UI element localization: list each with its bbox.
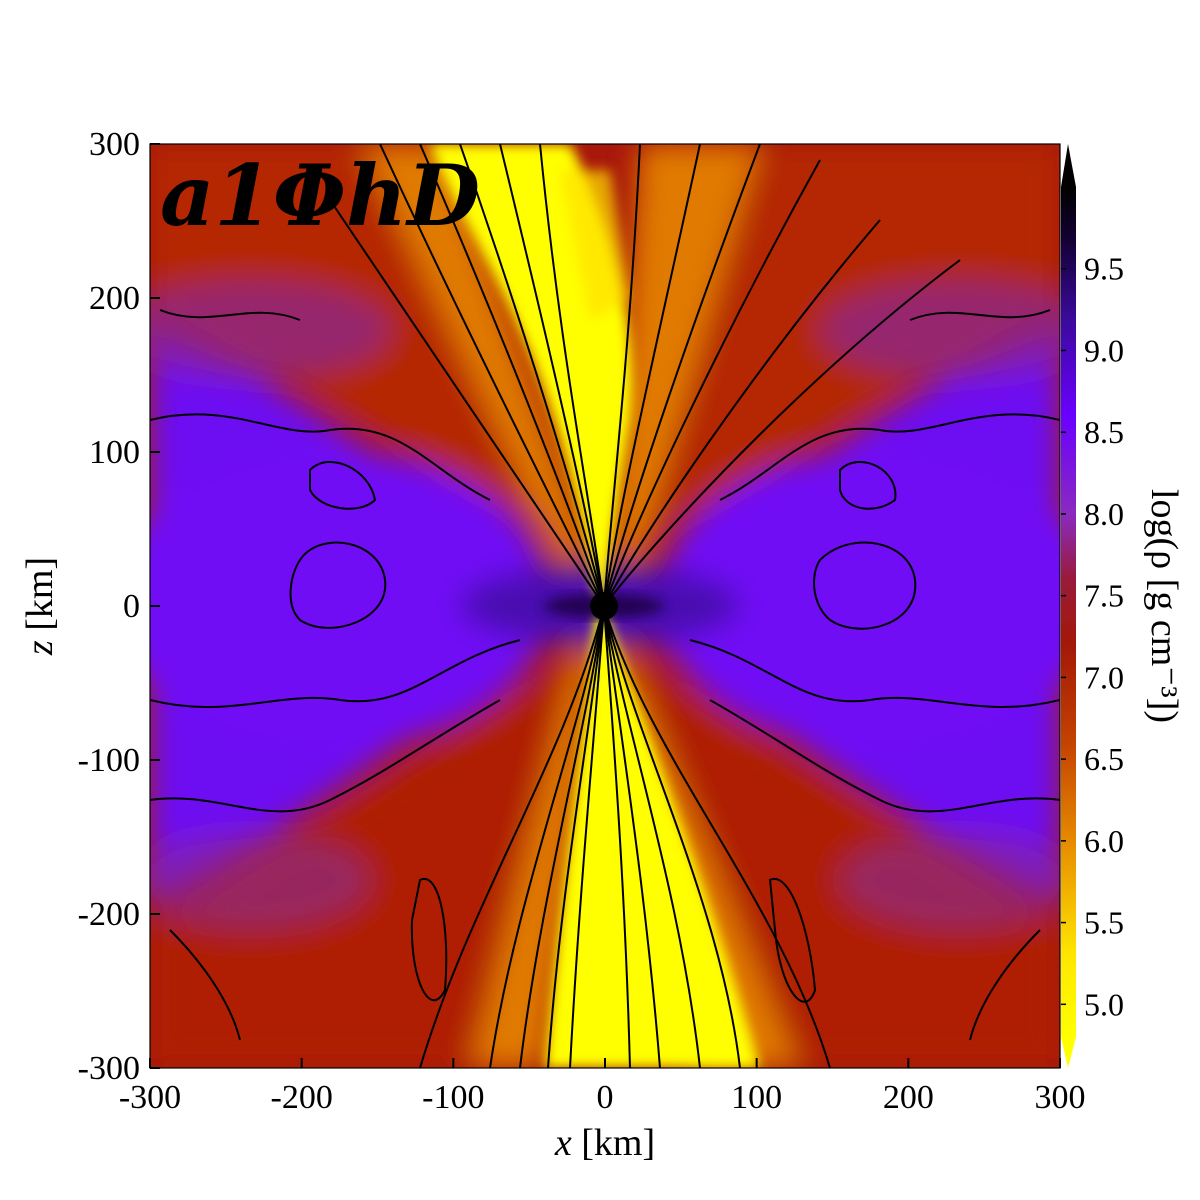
colorbar-tick-label: 6.5	[1084, 741, 1124, 777]
colorbar-label: log(ρ [g cm⁻³])	[1143, 489, 1185, 723]
x-axis-var: x	[554, 1122, 572, 1164]
x-tick-label: -200	[271, 1079, 333, 1116]
y-tick-label: 100	[89, 434, 140, 471]
x-axis: -300 -200 -100 0 100 200 300	[119, 1058, 1086, 1116]
y-axis: 300 200 100 0 -100 -200 -300	[78, 126, 160, 1087]
x-axis-unit: [km]	[581, 1122, 655, 1164]
y-tick-label: 0	[123, 588, 140, 625]
colorbar-extend-bottom	[1061, 1037, 1076, 1068]
y-axis-title: z [km]	[19, 557, 61, 656]
x-axis-title: x [km]	[554, 1122, 655, 1164]
density-heatmap	[150, 144, 1060, 1068]
field-lines	[150, 144, 1060, 1068]
colorbar-tick-label: 5.0	[1084, 986, 1124, 1022]
colorbar-tick-label: 5.5	[1084, 905, 1124, 941]
x-tick-label: 200	[883, 1079, 934, 1116]
panel-label: a1ΦhD	[160, 146, 480, 245]
y-tick-label: 200	[89, 280, 140, 317]
colorbar-gradient	[1061, 187, 1076, 1037]
colorbar-tick-label: 9.0	[1084, 332, 1124, 368]
x-tick-label: -300	[119, 1079, 181, 1116]
y-axis-unit: [km]	[19, 557, 61, 631]
x-tick-label: -100	[422, 1079, 484, 1116]
x-tick-label: 100	[731, 1079, 782, 1116]
y-tick-label: -100	[78, 742, 140, 779]
colorbar-tick-label: 8.5	[1084, 414, 1124, 450]
colorbar-tick-label: 7.5	[1084, 578, 1124, 614]
colorbar-tick-label: 7.0	[1084, 659, 1124, 695]
colorbar-tick-label: 8.0	[1084, 496, 1124, 532]
y-tick-label: -300	[78, 1050, 140, 1087]
y-axis-var: z	[19, 640, 61, 656]
colorbar-extend-top	[1061, 144, 1076, 187]
x-tick-label: 0	[597, 1079, 614, 1116]
colorbar: 9.5 9.0 8.5 8.0 7.5 7.0 6.5 6.0 5.5 5.0 log(ρ [g …	[1061, 144, 1185, 1068]
x-tick-label: 300	[1035, 1079, 1086, 1116]
colorbar-tick-label: 9.5	[1084, 251, 1124, 287]
y-tick-label: -200	[78, 896, 140, 933]
y-tick-label: 300	[89, 126, 140, 163]
colorbar-tick-label: 6.0	[1084, 823, 1124, 859]
